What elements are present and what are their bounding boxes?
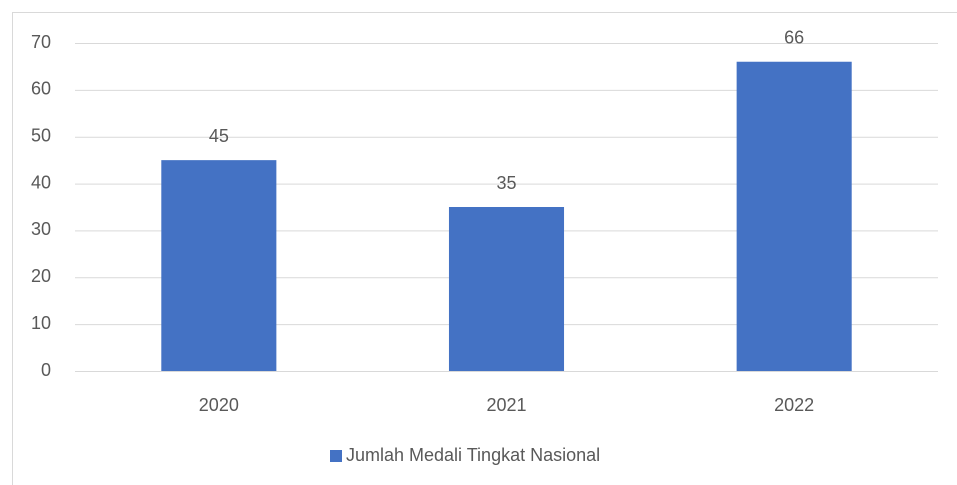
bar [161, 160, 277, 371]
y-tick-label: 40 [31, 172, 51, 192]
y-tick-label: 20 [31, 266, 51, 286]
x-tick-label: 2020 [199, 395, 239, 415]
bar [736, 61, 852, 371]
x-tick-label: 2021 [486, 395, 526, 415]
data-label: 35 [496, 173, 516, 193]
y-tick-label: 0 [41, 360, 51, 380]
bar [448, 207, 565, 371]
data-label: 45 [209, 126, 229, 146]
y-tick-label: 70 [31, 32, 51, 52]
y-tick-label: 50 [31, 125, 51, 145]
legend-swatch [330, 450, 342, 462]
y-tick-label: 30 [31, 219, 51, 239]
legend-label: Jumlah Medali Tingkat Nasional [346, 445, 600, 465]
y-tick-label: 10 [31, 313, 51, 333]
x-tick-label: 2022 [774, 395, 814, 415]
data-label: 66 [784, 27, 804, 47]
y-tick-label: 60 [31, 79, 51, 99]
